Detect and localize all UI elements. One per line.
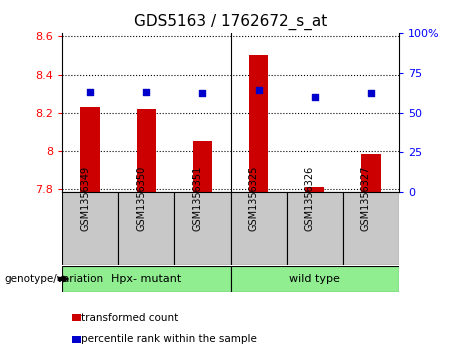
Bar xyxy=(174,192,230,265)
Text: percentile rank within the sample: percentile rank within the sample xyxy=(81,334,257,344)
Point xyxy=(367,90,374,96)
Bar xyxy=(81,107,100,192)
Bar xyxy=(72,314,81,321)
Text: GSM1356326: GSM1356326 xyxy=(305,166,314,231)
Point xyxy=(199,90,206,96)
Text: GSM1356325: GSM1356325 xyxy=(248,166,259,231)
Point xyxy=(142,89,150,95)
Text: transformed count: transformed count xyxy=(81,313,178,323)
Text: GSM1356349: GSM1356349 xyxy=(80,166,90,231)
Bar xyxy=(249,56,268,192)
Bar xyxy=(287,192,343,265)
Point xyxy=(87,89,94,95)
Point xyxy=(255,87,262,93)
Text: Hpx- mutant: Hpx- mutant xyxy=(111,274,182,284)
Text: genotype/variation: genotype/variation xyxy=(5,274,104,284)
Bar xyxy=(361,154,380,192)
Bar xyxy=(230,192,287,265)
Title: GDS5163 / 1762672_s_at: GDS5163 / 1762672_s_at xyxy=(134,14,327,30)
Bar xyxy=(72,336,81,343)
Bar xyxy=(62,192,118,265)
Bar xyxy=(343,192,399,265)
Text: GSM1356351: GSM1356351 xyxy=(192,166,202,231)
Text: GSM1356327: GSM1356327 xyxy=(361,166,371,231)
Bar xyxy=(193,141,212,192)
Bar xyxy=(230,266,399,292)
Bar xyxy=(62,266,230,292)
Bar xyxy=(118,192,174,265)
Point xyxy=(311,94,318,99)
Bar xyxy=(136,109,156,192)
Bar xyxy=(305,187,325,192)
Text: GSM1356350: GSM1356350 xyxy=(136,166,146,231)
Text: wild type: wild type xyxy=(289,274,340,284)
